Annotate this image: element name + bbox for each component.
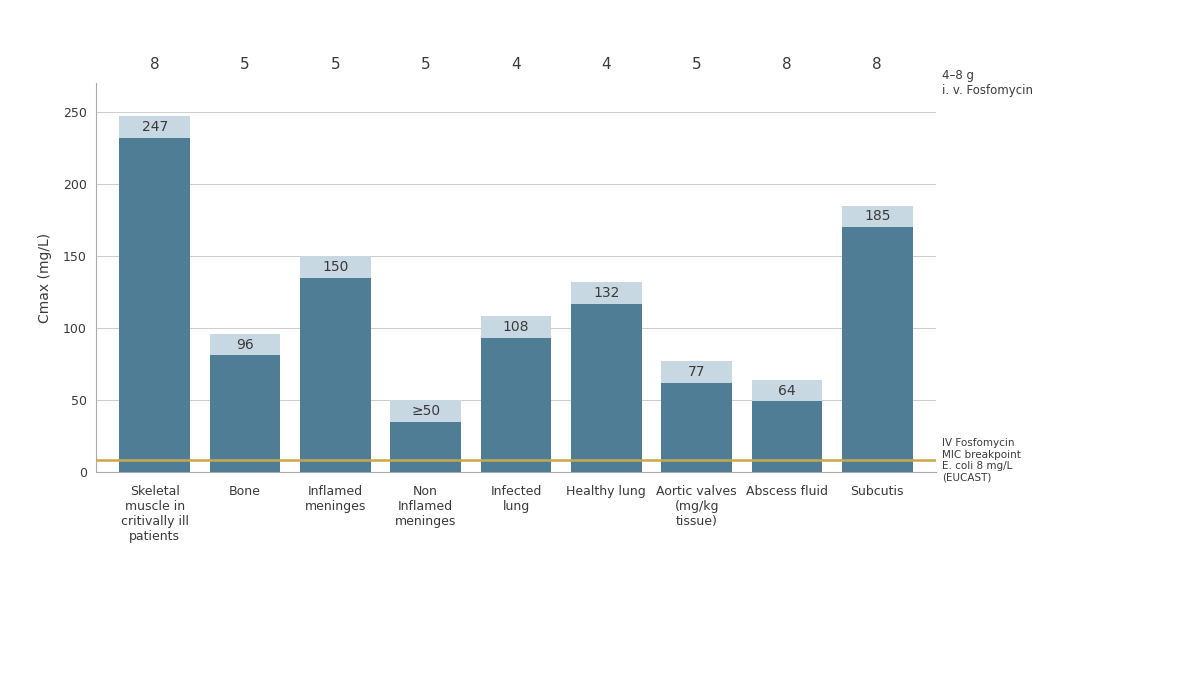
Bar (751, 380, 822, 401)
Text: ≥50: ≥50 (412, 404, 440, 418)
Text: 108: 108 (503, 320, 529, 335)
Text: 4: 4 (511, 57, 521, 71)
Text: 132: 132 (593, 286, 619, 300)
Text: IV Fosfomycin
MIC breakpoint
E. coli 8 mg/L
(EUCAST): IV Fosfomycin MIC breakpoint E. coli 8 m… (942, 438, 1021, 483)
Text: 96: 96 (236, 337, 254, 352)
Bar (842, 227, 912, 472)
Text: 247: 247 (142, 120, 168, 134)
Bar (481, 316, 551, 338)
Bar (571, 303, 642, 472)
Bar (120, 138, 190, 472)
Text: 64: 64 (778, 384, 796, 398)
Text: 5: 5 (692, 57, 702, 71)
Text: 4: 4 (601, 57, 611, 71)
Bar (300, 256, 371, 278)
Bar (661, 382, 732, 472)
Bar (842, 205, 912, 227)
Text: 185: 185 (864, 210, 890, 223)
Bar (390, 400, 461, 421)
Bar (661, 361, 732, 382)
Bar (210, 355, 281, 472)
Text: 77: 77 (688, 365, 706, 379)
Bar (390, 421, 461, 472)
Text: 8: 8 (150, 57, 160, 71)
Y-axis label: Cmax (mg/L): Cmax (mg/L) (38, 232, 52, 323)
Text: 5: 5 (330, 57, 340, 71)
Bar (571, 282, 642, 303)
Bar (120, 117, 190, 138)
Bar (481, 338, 551, 472)
Text: 5: 5 (240, 57, 250, 71)
Text: 150: 150 (322, 260, 348, 274)
Text: 8: 8 (872, 57, 882, 71)
Bar (210, 334, 281, 355)
Text: 5: 5 (421, 57, 431, 71)
Text: 4–8 g
i. v. Fosfomycin: 4–8 g i. v. Fosfomycin (942, 69, 1033, 97)
Bar (300, 278, 371, 472)
Text: 8: 8 (782, 57, 792, 71)
Bar (751, 401, 822, 472)
